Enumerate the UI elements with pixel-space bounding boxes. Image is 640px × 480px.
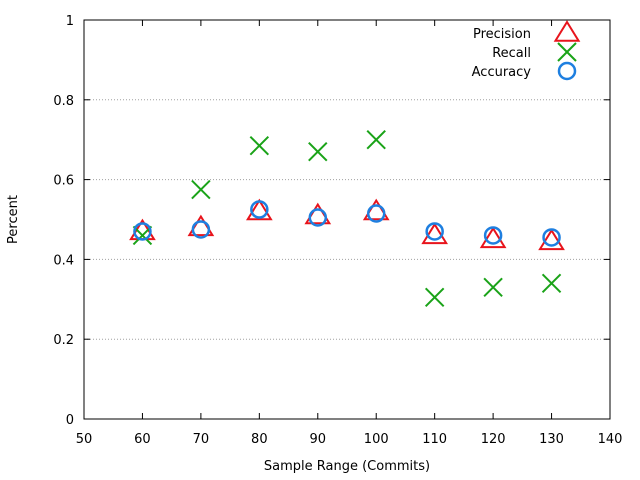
plot-frame (83, 19, 611, 420)
data-points (129, 129, 565, 308)
x-tick-label: 120 (481, 432, 506, 447)
accuracy-point (308, 208, 328, 227)
x-tick-label: 130 (539, 432, 564, 447)
legend-marker-recall (557, 42, 577, 62)
recall-point (132, 225, 153, 246)
recall-point (191, 179, 211, 200)
y-tick-label: 0.6 (53, 174, 74, 189)
accuracy-point (483, 226, 503, 245)
precision-point (421, 222, 449, 245)
recall-point (424, 287, 445, 308)
legend-marker-precision (553, 20, 581, 42)
recall-point (541, 273, 562, 294)
x-axis-title: Sample Range (Commits) (264, 459, 430, 474)
legend-label-accuracy: Accuracy (472, 65, 532, 80)
y-tick-label: 1 (66, 14, 74, 29)
x-tick-label: 90 (310, 432, 327, 447)
accuracy-point (250, 200, 269, 219)
x-tick-label: 110 (422, 432, 447, 447)
x-tick-label: 100 (364, 432, 389, 447)
accuracy-point (366, 204, 386, 223)
legend-marker-accuracy (557, 61, 577, 81)
accuracy-point (133, 222, 152, 241)
legend-label-precision: Precision (473, 27, 531, 42)
recall-point (366, 129, 386, 150)
y-tick-label: 0 (66, 413, 74, 428)
axis-ticks: 0 0.2 0.4 0.6 0.8 1 50 60 70 80 90 100 110 120 130 140 (53, 14, 622, 447)
grid-lines (84, 99, 610, 340)
legend-label-recall: Recall (492, 46, 531, 61)
accuracy-point (191, 220, 211, 239)
y-axis-title: Percent (6, 195, 21, 244)
y-tick-label: 0.4 (53, 253, 74, 268)
y-tick-label: 0.2 (53, 333, 74, 348)
legend: Precision Recall Accuracy (472, 20, 581, 81)
precision-point (538, 228, 565, 251)
precision-point (245, 198, 273, 221)
recall-point (308, 141, 328, 162)
accuracy-point (542, 228, 561, 247)
x-tick-label: 50 (76, 432, 93, 447)
x-tick-label: 140 (598, 432, 623, 447)
x-tick-label: 70 (193, 432, 210, 447)
precision-point (479, 226, 507, 249)
recall-point (483, 277, 503, 298)
x-tick-label: 60 (134, 432, 151, 447)
x-tick-label: 80 (251, 432, 268, 447)
accuracy-point (425, 222, 444, 241)
recall-point (249, 135, 270, 156)
y-tick-label: 0.8 (53, 94, 74, 109)
